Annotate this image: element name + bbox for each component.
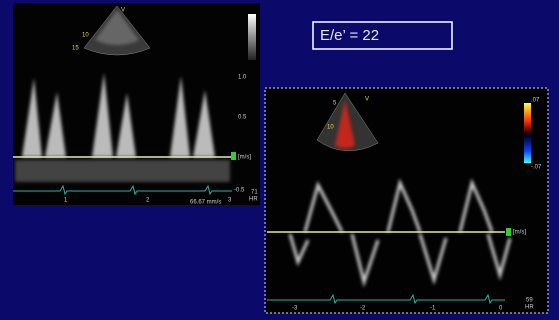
right-echo-image: V 5 10 .07 -.07 [m/s] -3 -2 -1 0 59 HR [265,88,548,313]
left-echo-image: V 10 15 1.0 0.5 [m/s] -0.5 71 HR 1 2 3 6… [13,3,260,206]
scale-label: 1.0 [238,75,247,81]
page: V 10 15 1.0 0.5 [m/s] -0.5 71 HR 1 2 3 6… [0,0,559,320]
color-scale-label: .07 [531,98,540,104]
marker: V [365,97,369,103]
time-label: -2 [360,306,366,312]
hr-unit: HR [525,305,534,311]
depth-label: 15 [72,46,79,52]
scale-label: 0.5 [238,115,247,121]
ratio-text: E/e’ = 22 [320,27,379,44]
time-label: -1 [430,306,436,312]
heart-rate: 59 [526,298,533,304]
time-label: -3 [292,306,298,312]
heart-rate: 71 [251,190,258,196]
slide: V 10 15 1.0 0.5 [m/s] -0.5 71 HR 1 2 3 6… [0,0,559,320]
depth-label: 10 [327,125,334,131]
sweep-speed: 66.67 mm/s [190,200,221,206]
color-scale-label: -.07 [531,165,542,171]
scale-label: [m/s] [238,155,251,161]
marker: V [121,8,125,14]
scale-label: -0.5 [234,188,245,194]
hr-unit: HR [249,197,258,203]
unit-label: [m/s] [513,230,526,236]
depth-label: 10 [82,33,89,39]
